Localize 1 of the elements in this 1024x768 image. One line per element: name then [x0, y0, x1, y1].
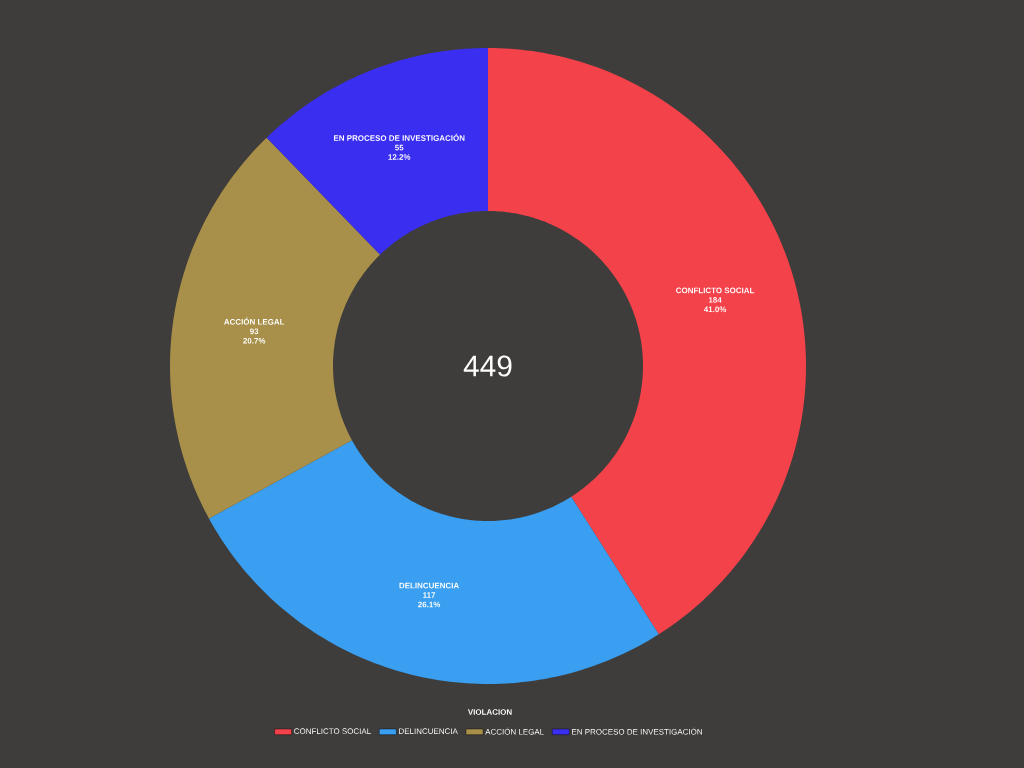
text: 449: [463, 355, 512, 377]
